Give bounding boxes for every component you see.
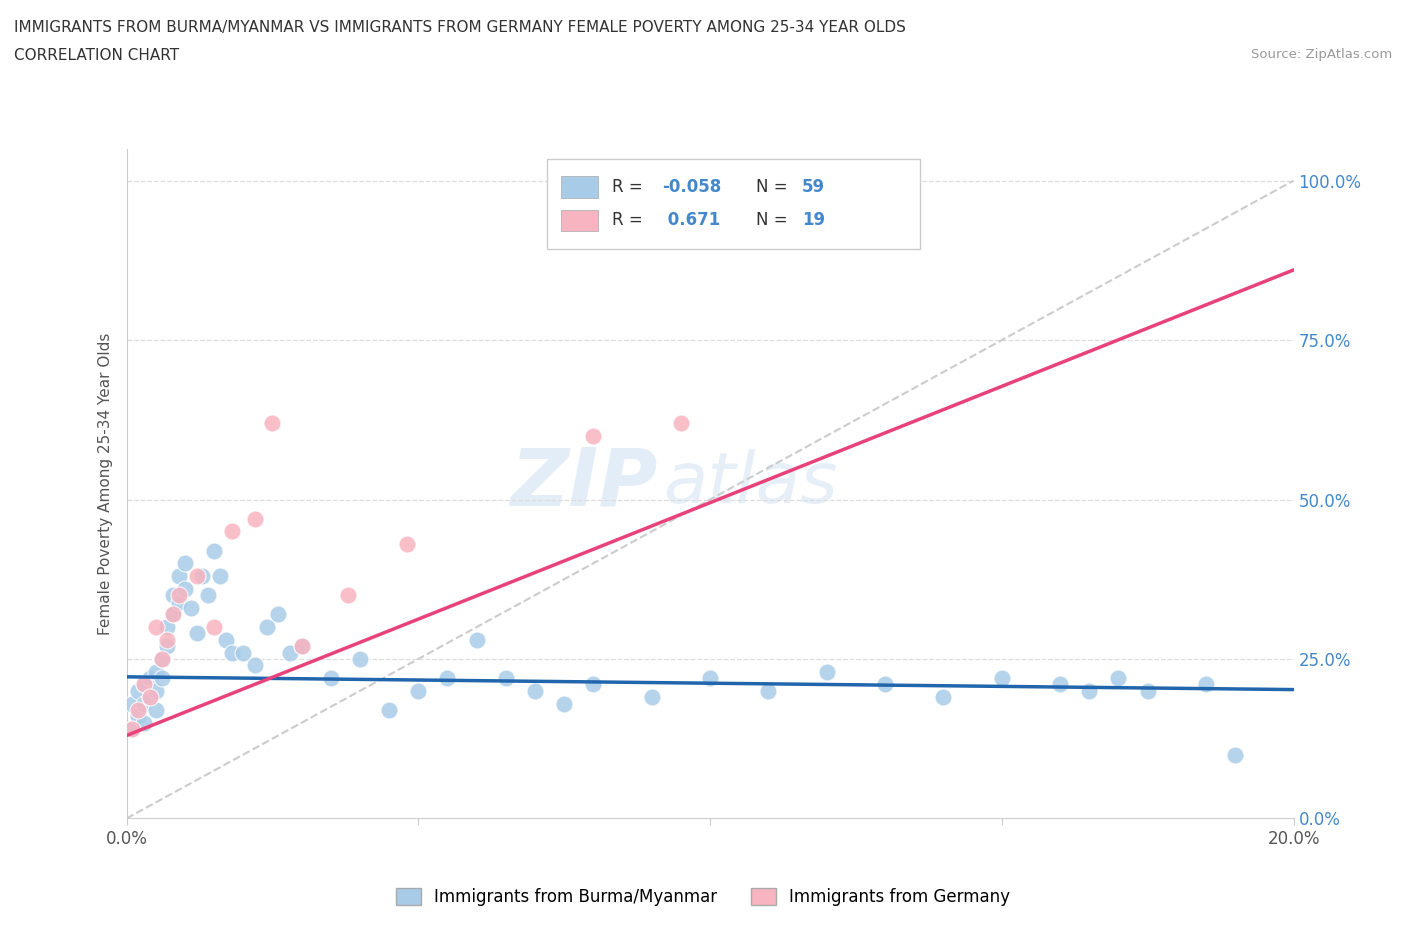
Point bbox=[395, 537, 418, 551]
Y-axis label: Female Poverty Among 25-34 Year Olds: Female Poverty Among 25-34 Year Olds bbox=[97, 332, 112, 635]
Text: 0.671: 0.671 bbox=[662, 211, 720, 230]
Point bbox=[174, 581, 197, 596]
Point bbox=[162, 607, 184, 622]
Point bbox=[875, 677, 897, 692]
Point bbox=[156, 632, 179, 647]
Text: -0.058: -0.058 bbox=[662, 178, 721, 196]
Point bbox=[495, 671, 517, 685]
Point bbox=[139, 671, 162, 685]
Point bbox=[756, 684, 779, 698]
Point bbox=[1223, 747, 1246, 762]
Point bbox=[815, 664, 838, 679]
Point bbox=[1136, 684, 1159, 698]
Point bbox=[121, 697, 143, 711]
Point bbox=[215, 632, 238, 647]
Text: N =: N = bbox=[755, 211, 793, 230]
Point bbox=[127, 684, 149, 698]
Point bbox=[221, 524, 243, 538]
Point bbox=[267, 607, 290, 622]
Point bbox=[174, 556, 197, 571]
Point bbox=[256, 619, 278, 634]
Point bbox=[1049, 677, 1071, 692]
Point bbox=[191, 568, 214, 583]
Text: Source: ZipAtlas.com: Source: ZipAtlas.com bbox=[1251, 48, 1392, 61]
Text: 19: 19 bbox=[803, 211, 825, 230]
Text: R =: R = bbox=[612, 178, 648, 196]
Point bbox=[408, 684, 430, 698]
Point bbox=[132, 677, 155, 692]
Point bbox=[145, 664, 167, 679]
Point bbox=[180, 601, 202, 616]
Point bbox=[121, 722, 143, 737]
Point bbox=[139, 690, 162, 705]
FancyBboxPatch shape bbox=[561, 210, 598, 232]
Point bbox=[232, 645, 254, 660]
Point bbox=[669, 416, 692, 431]
Point bbox=[278, 645, 301, 660]
Point bbox=[132, 697, 155, 711]
Point bbox=[290, 639, 312, 654]
Point bbox=[162, 607, 184, 622]
Point bbox=[990, 671, 1012, 685]
Point bbox=[208, 568, 231, 583]
Text: N =: N = bbox=[755, 178, 793, 196]
Point bbox=[553, 697, 575, 711]
Text: ZIP: ZIP bbox=[510, 445, 658, 523]
Point bbox=[582, 429, 605, 444]
Point bbox=[156, 639, 179, 654]
Point bbox=[150, 652, 173, 667]
Point bbox=[524, 684, 547, 698]
Point bbox=[349, 652, 371, 667]
Legend: Immigrants from Burma/Myanmar, Immigrants from Germany: Immigrants from Burma/Myanmar, Immigrant… bbox=[389, 881, 1017, 912]
Point bbox=[167, 594, 190, 609]
Point bbox=[319, 671, 342, 685]
Point bbox=[202, 543, 225, 558]
Point bbox=[243, 512, 266, 526]
Point bbox=[132, 715, 155, 730]
Point bbox=[127, 709, 149, 724]
Point bbox=[145, 619, 167, 634]
Text: IMMIGRANTS FROM BURMA/MYANMAR VS IMMIGRANTS FROM GERMANY FEMALE POVERTY AMONG 25: IMMIGRANTS FROM BURMA/MYANMAR VS IMMIGRA… bbox=[14, 20, 905, 35]
Point bbox=[262, 416, 284, 431]
Point bbox=[186, 626, 208, 641]
Text: 59: 59 bbox=[803, 178, 825, 196]
Point bbox=[290, 639, 312, 654]
Point bbox=[132, 677, 155, 692]
Point bbox=[932, 690, 955, 705]
Point bbox=[186, 568, 208, 583]
Point bbox=[1108, 671, 1130, 685]
FancyBboxPatch shape bbox=[547, 159, 920, 249]
Point bbox=[150, 671, 173, 685]
Point bbox=[156, 619, 179, 634]
Point bbox=[162, 588, 184, 603]
Point bbox=[145, 684, 167, 698]
Point bbox=[465, 632, 488, 647]
Point bbox=[436, 671, 458, 685]
Text: R =: R = bbox=[612, 211, 648, 230]
Point bbox=[145, 702, 167, 717]
FancyBboxPatch shape bbox=[561, 177, 598, 198]
Point bbox=[582, 677, 605, 692]
Point bbox=[337, 588, 360, 603]
Point bbox=[167, 568, 190, 583]
Point bbox=[197, 588, 219, 603]
Point bbox=[127, 702, 149, 717]
Point bbox=[1195, 677, 1218, 692]
Point bbox=[167, 588, 190, 603]
Point bbox=[243, 658, 266, 672]
Point bbox=[699, 671, 721, 685]
Point bbox=[150, 652, 173, 667]
Text: CORRELATION CHART: CORRELATION CHART bbox=[14, 48, 179, 63]
Point bbox=[1078, 684, 1101, 698]
Point bbox=[202, 619, 225, 634]
Point bbox=[121, 722, 143, 737]
Point bbox=[221, 645, 243, 660]
Point bbox=[378, 702, 401, 717]
Point bbox=[139, 690, 162, 705]
Point bbox=[640, 690, 664, 705]
Text: atlas: atlas bbox=[664, 449, 838, 518]
